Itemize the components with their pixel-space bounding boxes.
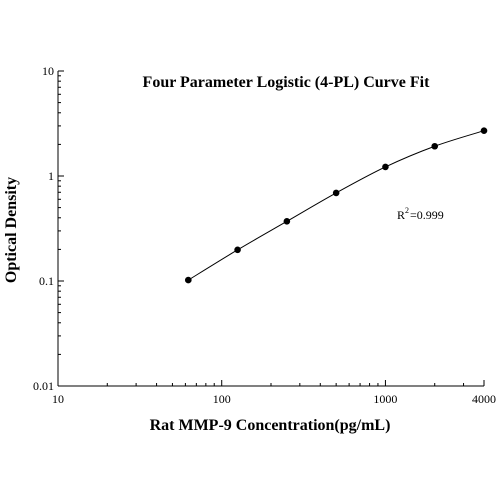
- r-squared-value: =0.999: [410, 208, 444, 222]
- data-point: [234, 246, 241, 254]
- data-point: [184, 276, 192, 284]
- y-tick-label: 0.01: [33, 379, 54, 393]
- data-point: [382, 163, 389, 171]
- x-axis-ticks: 10 100 1000 4000: [52, 380, 496, 406]
- x-axis-label: Rat MMP-9 Concentration(pg/mL): [150, 417, 391, 434]
- data-point: [332, 189, 340, 197]
- r-squared-superscript: 2: [405, 206, 409, 215]
- x-tick-label: 4000: [472, 392, 496, 406]
- plot-frame: [57, 71, 484, 387]
- chart-title: Four Parameter Logistic (4-PL) Curve Fit: [143, 74, 431, 91]
- y-tick-label: 0.1: [39, 274, 54, 288]
- y-tick-label: 1: [48, 169, 54, 183]
- data-point: [431, 142, 439, 150]
- data-point: [480, 127, 488, 135]
- x-tick-label: 10: [52, 392, 64, 406]
- y-tick-label: 10: [42, 64, 54, 78]
- r-squared-annotation: R 2 =0.999: [397, 206, 444, 222]
- y-axis-label: Optical Density: [3, 177, 20, 283]
- x-tick-label: 1000: [373, 392, 397, 406]
- r-squared-r: R: [397, 208, 405, 222]
- x-tick-label: 100: [213, 392, 231, 406]
- fit-curve-layer: [188, 130, 485, 281]
- fit-curve-line: [188, 130, 485, 281]
- y-axis-ticks: 0.01 0.1 1 10: [33, 64, 64, 393]
- data-points-layer: [184, 127, 488, 284]
- data-point: [283, 218, 291, 225]
